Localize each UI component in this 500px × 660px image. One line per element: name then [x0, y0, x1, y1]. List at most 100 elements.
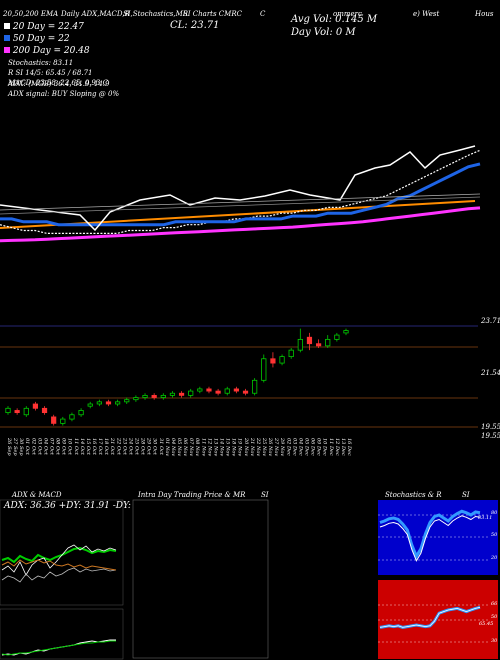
date-tick-label: 10 Oct — [67, 438, 73, 456]
plus-di-line — [1, 544, 117, 576]
candle-body — [297, 338, 303, 351]
date-tick-label: 13 Nov — [212, 438, 218, 456]
date-tick-label: 16 Oct — [91, 438, 97, 456]
candle-body — [160, 394, 166, 398]
date-tick-label: 13 Dec — [340, 438, 346, 456]
candle-body — [133, 397, 139, 401]
date-tick-label: 01 Nov — [164, 438, 170, 456]
candle-body — [87, 403, 93, 407]
avg-vol-value: Avg Vol: 0.145 M — [291, 14, 378, 25]
day-vol-value: Day Vol: 0 M — [291, 27, 356, 38]
date-tick-label: 23 Oct — [121, 437, 127, 456]
candle-body — [261, 358, 267, 381]
title-company-1: ommerc — [333, 10, 362, 18]
ema50-value: 50 Day = 22 — [12, 34, 70, 44]
candle-body — [233, 388, 239, 392]
date-tick-label: 14 Nov — [219, 438, 225, 456]
adx-panel-values: ADX: 36.36 +DY: 31.91 -DY: 14.89 — [4, 501, 160, 511]
date-tick-label: 02 Dec — [285, 438, 291, 456]
macd-signal-line — [1, 640, 116, 656]
rsi-panel — [378, 580, 498, 659]
price-line — [0, 145, 476, 232]
candle-body — [288, 349, 294, 358]
candle-body — [41, 407, 48, 414]
legend-20day: 20 Day = 22.47 — [4, 22, 84, 32]
title-adx: Daily ADX,MACD,R — [61, 10, 130, 18]
rsi-value: R SI 14/5: 65.45 / 68.71 — [8, 69, 93, 77]
macd-lines — [1, 639, 116, 656]
ema20-value: 20 Day = 22.47 — [12, 22, 84, 32]
date-tick-label: 19 Nov — [237, 438, 243, 456]
stoch-tick-80: 80 — [491, 510, 498, 516]
candle-body — [315, 343, 322, 347]
candle-body — [151, 394, 157, 398]
price-tick-4: 19.55 — [481, 432, 500, 440]
macd-panel-frame — [0, 608, 124, 660]
date-tick-label: 05 Dec — [304, 438, 310, 456]
candle-body — [334, 334, 340, 340]
date-tick-label: 08 Nov — [194, 438, 200, 456]
rsi-lines — [379, 605, 481, 629]
candle-body — [178, 392, 185, 396]
candle-body — [279, 356, 285, 364]
candle-body — [306, 336, 313, 345]
intraday-panel — [132, 499, 269, 659]
adx-panel-frame — [0, 499, 124, 606]
candle-body — [215, 390, 221, 394]
rsi-tick-66: 66 — [491, 601, 498, 607]
stoch-tick-20: 20 — [491, 555, 498, 561]
legend-swatch-20 — [4, 23, 10, 29]
date-tick-label: 29 Nov — [279, 437, 285, 456]
candle-body — [188, 390, 194, 396]
candle-body — [105, 401, 112, 405]
ema-line-50-day — [0, 162, 481, 227]
adx-value: ADX: (MGB) 36.4, 31.9, 14.9 — [8, 80, 110, 88]
ema-lines — [0, 145, 481, 243]
date-tick-label: 04 Nov — [170, 438, 176, 456]
date-tick-label: 29 Oct — [146, 437, 152, 456]
date-tick-label: 05 Nov — [176, 438, 182, 456]
candle-body — [242, 390, 249, 394]
date-tick-label: 17 Oct — [97, 438, 103, 456]
candle-body — [115, 401, 121, 405]
stoch-panel-si: SI — [462, 491, 470, 499]
date-tick-label: 21 Oct — [109, 437, 115, 456]
price-tick-1: 23.71 — [481, 317, 500, 325]
candle-body — [32, 403, 39, 409]
candle-body — [270, 358, 276, 364]
close-value: CL: 23.71 — [170, 20, 220, 31]
candle-body — [169, 392, 176, 396]
date-tick-label: 04 Oct — [42, 438, 48, 456]
date-tick-label: 12 Dec — [334, 438, 340, 456]
date-tick-label: 31 Oct — [158, 438, 164, 456]
intra-panel-title: Intra Day Trading Price & MR — [138, 491, 246, 499]
date-tick-label: 04 Dec — [297, 438, 303, 456]
candle-grid — [0, 325, 478, 428]
stoch-tick-50: 50 — [491, 532, 498, 538]
date-tick-label: 15 Oct — [85, 438, 91, 456]
macd-value: MACD: 23.58, 22.65, 0.93 C — [8, 79, 108, 87]
rsi-smooth-line — [379, 606, 481, 628]
candle-body — [142, 394, 148, 398]
title-company-3: Hous — [475, 10, 494, 18]
ema-line-200-day — [0, 206, 481, 243]
date-tick-label: 10 Dec — [322, 438, 328, 456]
candle-body — [224, 388, 230, 394]
date-tick-label: 11 Oct — [73, 438, 79, 456]
date-tick-label: 14 Oct — [79, 438, 85, 456]
date-tick-label: 22 Oct — [115, 437, 121, 456]
date-tick-label: 02 Oct — [30, 438, 36, 456]
stoch-lines — [379, 509, 481, 562]
date-tick-label: 15 Nov — [225, 438, 231, 456]
date-tick-label: 18 Oct — [103, 438, 109, 456]
date-tick-label: 25 Nov — [261, 437, 267, 456]
date-tick-label: 16 Dec — [346, 438, 352, 456]
date-tick-label: 01 Oct — [24, 438, 30, 456]
candle-body — [124, 399, 130, 403]
title-company-2: e) West — [413, 10, 440, 18]
legend-swatch-50 — [4, 35, 10, 41]
candle-body — [23, 407, 29, 416]
candle-body — [14, 410, 20, 414]
minus-di-line — [1, 567, 117, 583]
